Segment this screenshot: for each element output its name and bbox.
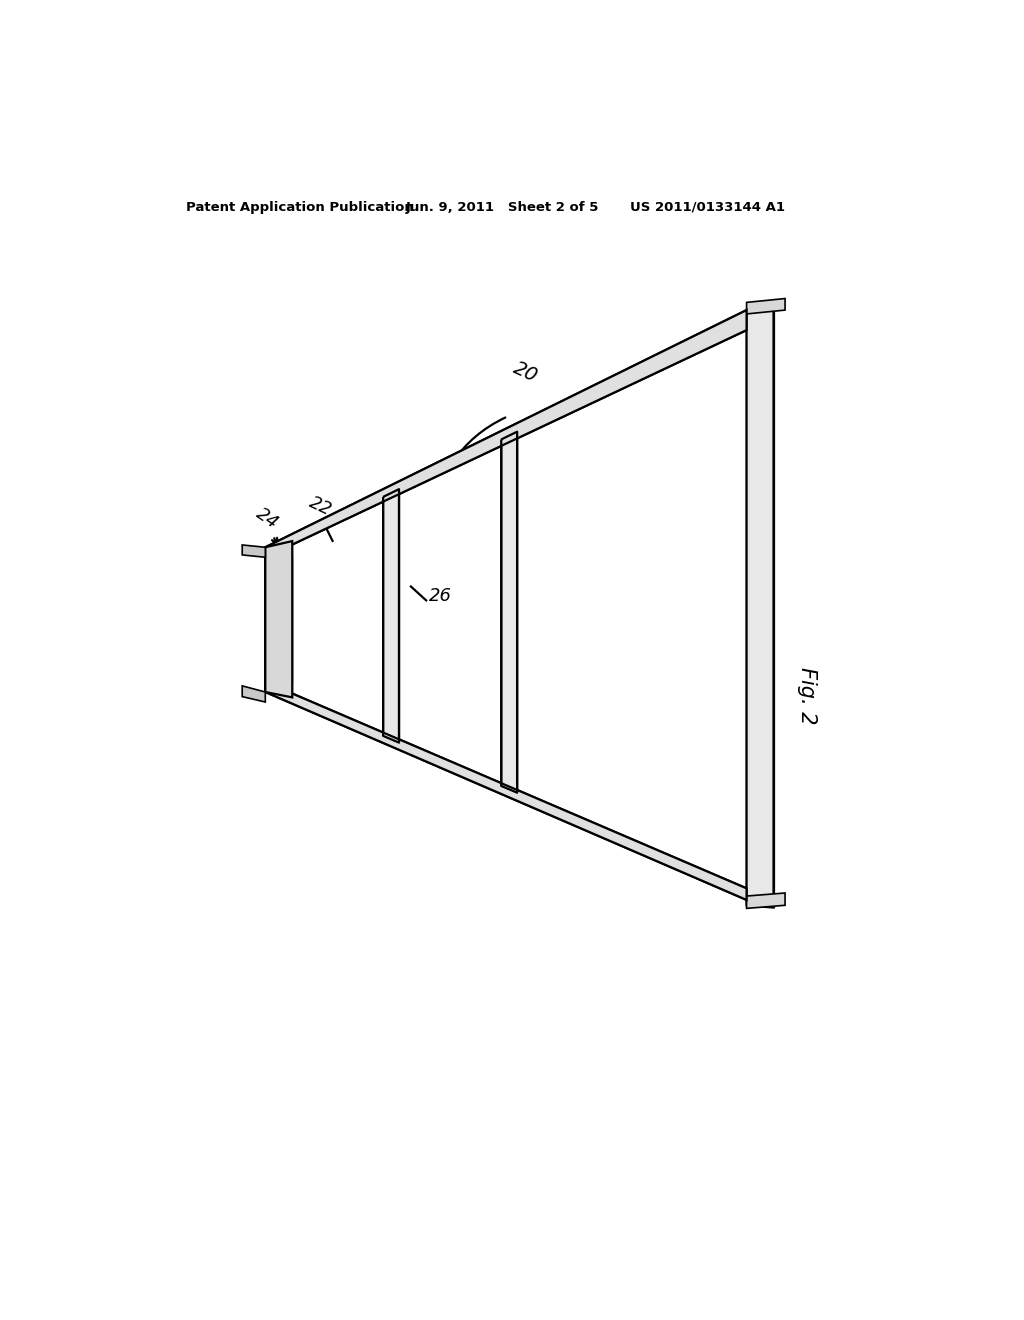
- Polygon shape: [265, 682, 746, 900]
- Polygon shape: [501, 432, 517, 793]
- Text: Patent Application Publication: Patent Application Publication: [186, 201, 414, 214]
- Text: Jun. 9, 2011   Sheet 2 of 5: Jun. 9, 2011 Sheet 2 of 5: [406, 201, 599, 214]
- Polygon shape: [243, 545, 265, 557]
- Text: US 2011/0133144 A1: US 2011/0133144 A1: [630, 201, 784, 214]
- Polygon shape: [746, 892, 785, 908]
- Text: 26: 26: [429, 587, 453, 605]
- Text: Fig. 2: Fig. 2: [797, 667, 816, 725]
- Polygon shape: [292, 330, 746, 888]
- Polygon shape: [243, 686, 265, 702]
- Polygon shape: [746, 298, 785, 314]
- Polygon shape: [746, 308, 773, 908]
- Text: 22: 22: [306, 492, 335, 519]
- Polygon shape: [383, 490, 399, 743]
- Polygon shape: [265, 310, 746, 557]
- Polygon shape: [265, 541, 292, 697]
- Polygon shape: [131, 158, 920, 1175]
- Text: 20: 20: [510, 358, 541, 385]
- Text: 24: 24: [252, 504, 282, 532]
